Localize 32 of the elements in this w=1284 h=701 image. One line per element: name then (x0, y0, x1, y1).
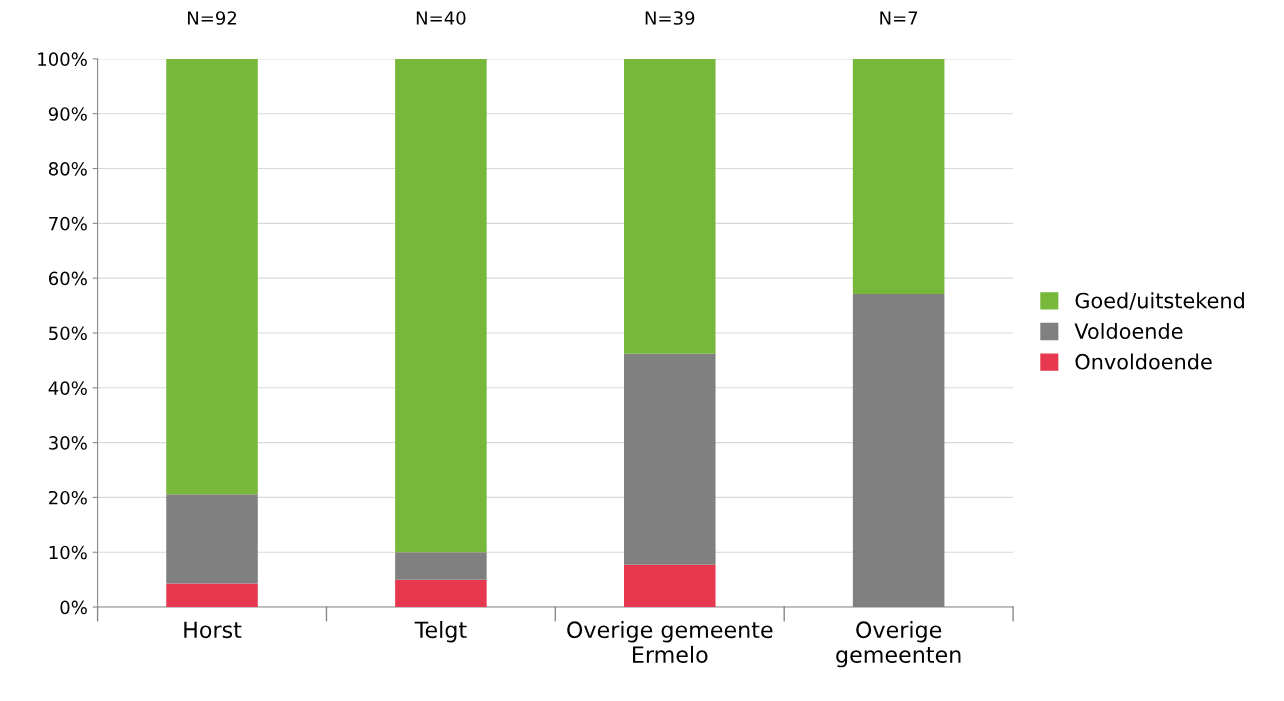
bar (623, 564, 716, 608)
legend-label: Onvoldoende (1075, 353, 1212, 370)
bar (166, 583, 258, 608)
y-tick-label: 30% (49, 436, 87, 450)
y-tick-label: 100% (38, 52, 87, 66)
bar (395, 58, 487, 553)
y-tick-label: 40% (48, 381, 87, 395)
annotation: N=39 (645, 11, 695, 25)
x-tick-label: Overige gemeente Ermelo (567, 620, 773, 664)
bar (395, 579, 487, 608)
annotation: N=7 (880, 11, 918, 25)
y-tick-label: 10% (49, 545, 87, 560)
y-tick-label: 70% (49, 216, 87, 231)
y-tick-label: 90% (48, 107, 87, 121)
annotation: N=92 (187, 11, 237, 25)
bar (852, 58, 945, 295)
bar (623, 353, 716, 565)
x-tick-label: Horst (184, 621, 242, 639)
bar (623, 58, 716, 354)
bar (166, 58, 258, 495)
y-tick-label: 60% (48, 271, 87, 286)
y-tick-label: 50% (49, 326, 87, 341)
x-tick-label: Overige gemeenten (836, 620, 961, 668)
legend-label: Goed/uitstekend (1075, 292, 1244, 311)
bar (395, 552, 487, 580)
legend-label: Voldoende (1074, 322, 1183, 340)
bar (166, 494, 258, 584)
x-tick-label: Telgt (414, 620, 467, 643)
y-tick-label: 80% (48, 161, 87, 176)
annotation: N=40 (416, 11, 466, 25)
y-tick-label: 0% (60, 600, 87, 615)
y-tick-label: 20% (49, 490, 87, 505)
